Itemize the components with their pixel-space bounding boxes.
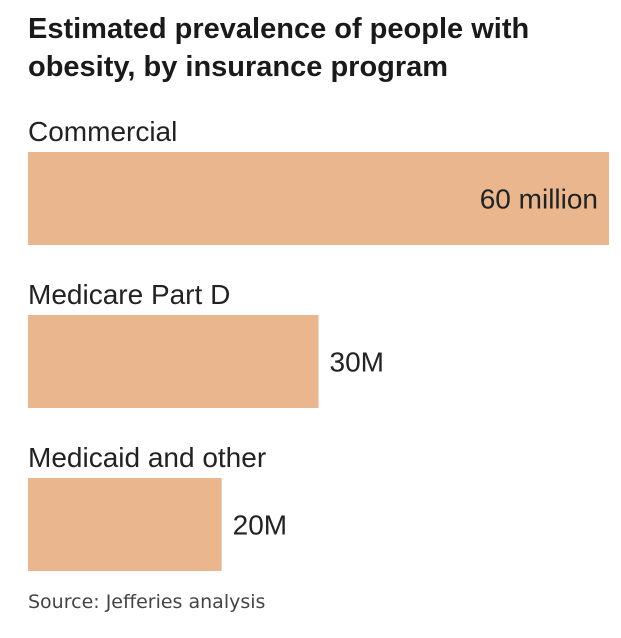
- bar-medicare-part-d: [28, 315, 319, 408]
- chart-title: Estimated prevalence of people with obes…: [28, 13, 530, 83]
- value-label-medicare-part-d: 30M: [330, 347, 384, 378]
- category-label-commercial: Commercial: [28, 116, 177, 147]
- bar-medicaid-and-other: [28, 478, 222, 571]
- category-label-medicare-part-d: Medicare Part D: [28, 279, 230, 310]
- source-note: Source: Jefferies analysis: [28, 591, 266, 613]
- bar-commercial: [28, 152, 609, 245]
- category-label-medicaid-and-other: Medicaid and other: [28, 442, 266, 473]
- value-label-commercial: 60 million: [480, 184, 598, 215]
- value-label-medicaid-and-other: 20M: [233, 510, 287, 541]
